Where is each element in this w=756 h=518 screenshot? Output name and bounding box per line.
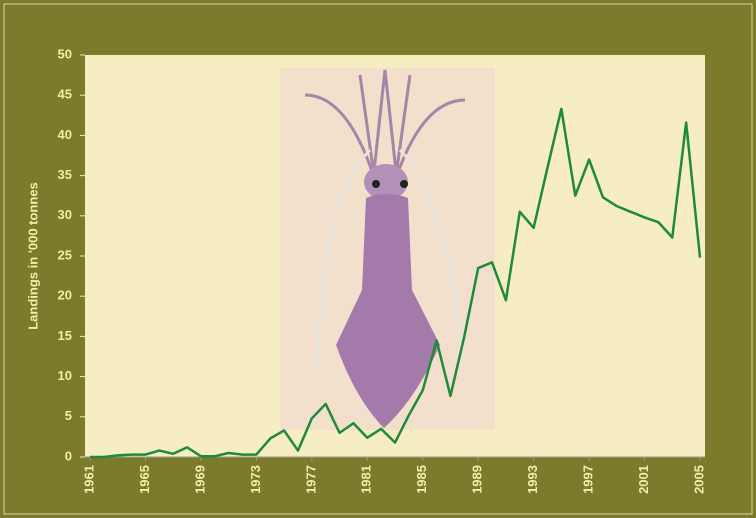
x-tick-label: 1993 [525, 465, 540, 494]
y-tick-label: 15 [58, 328, 72, 343]
y-tick-label: 5 [65, 408, 72, 423]
y-tick-label: 0 [65, 448, 72, 463]
illustration-eye [400, 180, 408, 188]
y-tick-label: 25 [58, 247, 72, 262]
data-line [90, 107, 702, 459]
x-tick-label: 1997 [581, 465, 596, 494]
x-tick-label: 1973 [248, 465, 263, 494]
x-tick-label: 1981 [359, 465, 374, 494]
squid-illustration [280, 68, 495, 430]
x-tick-label: 2005 [691, 465, 706, 494]
y-tick-label: 40 [58, 127, 72, 142]
y-tick-label: 30 [58, 207, 72, 222]
x-tick-label: 1969 [192, 465, 207, 494]
y-tick-label: 45 [58, 87, 72, 102]
illustration-mantle [336, 194, 440, 428]
y-tick-label: 50 [58, 46, 72, 61]
x-tick-label: 1965 [137, 465, 152, 494]
y-tick-label: 10 [58, 368, 72, 383]
x-tick-label: 1989 [470, 465, 485, 494]
y-tick-label: 35 [58, 167, 72, 182]
illustration-tentacles [316, 148, 464, 371]
x-tick-label: 1961 [81, 465, 96, 494]
x-tick-label: 2001 [636, 465, 651, 494]
illustration-eye [372, 180, 380, 188]
frame [3, 3, 753, 515]
x-tick-label: 1977 [303, 465, 318, 494]
illustration-head [364, 164, 408, 200]
y-axis-label: Landings in '000 tonnes [25, 182, 40, 330]
y-tick-label: 20 [58, 288, 72, 303]
x-tick-label: 1985 [414, 465, 429, 494]
